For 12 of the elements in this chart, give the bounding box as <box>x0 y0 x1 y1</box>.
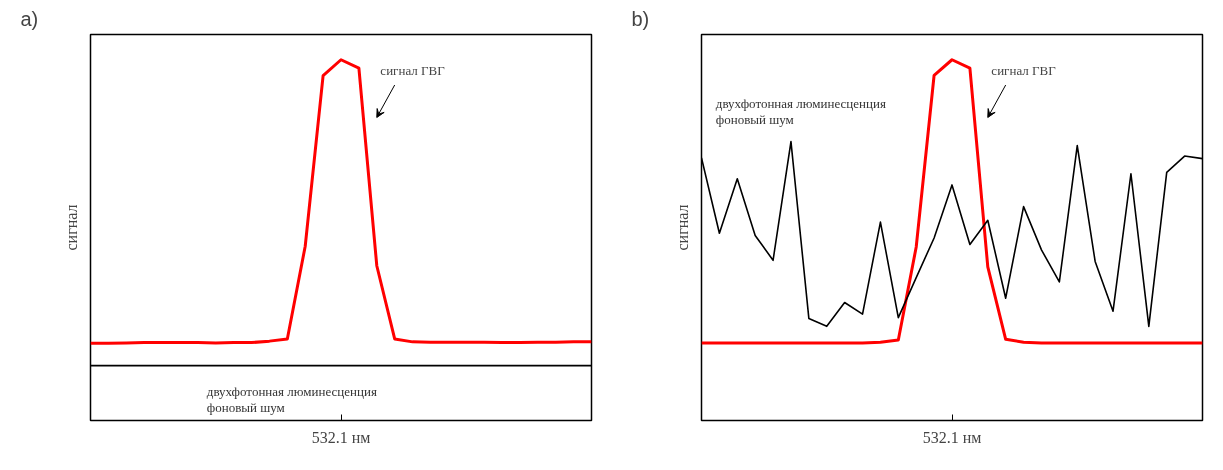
chart-title: a) <box>20 7 39 30</box>
y-axis-title: сигнал <box>673 204 691 251</box>
annotation: фоновый шум <box>206 399 285 415</box>
chart-title: b) <box>631 7 650 30</box>
annotation: двухфотонная люминесценция <box>206 383 377 399</box>
y-axis-title: сигнал <box>62 204 80 251</box>
annotation: фоновый шум <box>715 112 794 128</box>
x-axis-title: 532.1 нм <box>922 428 982 446</box>
annotation: двухфотонная люминесценция <box>715 95 886 111</box>
annotation: сигнал ГВГ <box>380 62 446 78</box>
annotation: сигнал ГВГ <box>991 62 1057 78</box>
x-axis-title: 532.1 нм <box>311 428 371 446</box>
